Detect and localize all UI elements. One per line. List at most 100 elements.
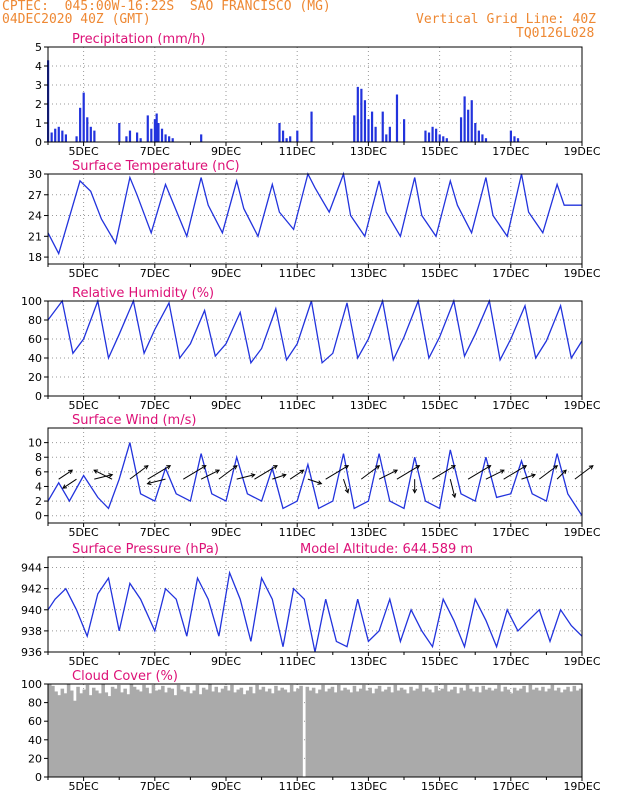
wind-arrow	[396, 465, 421, 480]
precip-bar	[395, 94, 399, 142]
cloud-bar	[560, 692, 564, 777]
cloud-bar	[311, 687, 316, 777]
cloud-bar	[170, 688, 175, 777]
cloud-bar	[63, 693, 68, 777]
cloud-bar	[446, 691, 451, 777]
cloud-bar	[437, 690, 442, 777]
precip-bar	[157, 123, 160, 142]
precip-bar	[445, 138, 448, 142]
cloud-bar	[51, 685, 55, 777]
cloud-bar	[569, 691, 573, 777]
humidity-xtick-label: 11DEC	[279, 399, 316, 412]
cloud-xtick-label: 17DEC	[492, 780, 529, 793]
temperature-xtick-label: 5DEC	[69, 267, 99, 280]
precip-bar	[427, 132, 431, 142]
wind-arrow	[200, 469, 221, 480]
wind-arrow	[62, 478, 77, 489]
cloud-bar	[544, 691, 548, 777]
precip-bar	[86, 117, 89, 142]
cloud-bar	[556, 687, 561, 777]
wind-xtick-label: 9DEC	[211, 526, 241, 539]
cloud-bar	[393, 684, 398, 777]
cloud-bar	[336, 684, 341, 777]
wind-arrow	[94, 473, 114, 480]
wind-arrow	[146, 478, 166, 486]
temperature-ytick-label: 24	[28, 210, 42, 223]
cloud-bar	[101, 684, 105, 777]
precip-bar	[484, 138, 488, 142]
cloud-bar	[69, 690, 74, 777]
pressure-line	[47, 570, 583, 653]
precip-bar	[424, 130, 427, 142]
cloud-bar	[343, 687, 347, 777]
precipitation-xtick-label: 15DEC	[421, 145, 458, 158]
cloud-bar	[365, 690, 369, 777]
wind-arrow	[236, 473, 256, 480]
cloud-bar	[487, 687, 492, 777]
precipitation-xtick-label: 5DEC	[69, 145, 99, 158]
wind-arrow	[93, 469, 113, 480]
wind-panel	[44, 427, 594, 527]
cloud-xtick-label: 7DEC	[140, 780, 170, 793]
precip-bar	[388, 126, 391, 142]
cloud-bar	[79, 693, 83, 777]
precip-bar	[477, 130, 480, 142]
cloud-bar	[575, 690, 580, 777]
cloud-bar	[123, 688, 127, 777]
humidity-xtick-label: 9DEC	[211, 399, 241, 412]
cloud-bar	[324, 691, 328, 777]
cloud-bar	[547, 688, 551, 777]
wind-arrow	[272, 473, 287, 480]
wind-arrow	[538, 465, 559, 480]
cloud-bar	[258, 689, 262, 777]
cloud-bar	[434, 685, 438, 777]
precip-bar	[513, 136, 516, 142]
cloud-bar	[472, 691, 476, 777]
cloud-bar	[274, 685, 278, 777]
cloud-bar	[120, 692, 124, 777]
cloud-bar	[346, 689, 350, 777]
cloud-xtick-label: 5DEC	[69, 780, 99, 793]
cloud-bar	[412, 690, 416, 777]
wind-ytick-label: 10	[28, 437, 42, 450]
cloud-bar	[475, 686, 479, 777]
cloud-bar	[176, 684, 181, 777]
cloud-bar	[541, 686, 545, 777]
wind-line	[47, 442, 583, 517]
cloud-bar	[252, 693, 256, 777]
cloud-bar	[223, 685, 228, 777]
precip-bar	[139, 138, 142, 142]
cloud-ytick-label: 60	[28, 715, 42, 728]
cloud-bar	[534, 687, 539, 777]
cloud-frame	[47, 683, 583, 778]
cloud-bar	[362, 684, 366, 777]
cloud-bar	[164, 692, 168, 777]
cloud-bar	[57, 695, 61, 777]
precip-bar	[363, 100, 367, 142]
cloud-bar	[104, 692, 109, 777]
wind-arrow	[254, 465, 278, 480]
cloud-bar	[195, 684, 200, 777]
cloud-bar	[126, 694, 131, 777]
cloud-bar	[249, 686, 253, 777]
cloud-ytick-label: 40	[28, 734, 42, 747]
cloud-bar	[528, 684, 533, 777]
precip-bar	[75, 136, 78, 142]
humidity-ytick-label: 0	[35, 390, 42, 403]
cloud-bar	[245, 690, 250, 777]
temperature-ytick-label: 27	[28, 189, 42, 202]
cloud-ytick-label: 80	[28, 697, 42, 710]
cloud-bar	[233, 692, 237, 777]
cloud-bar	[255, 684, 259, 777]
cloud-ytick-label: 100	[21, 678, 42, 691]
precip-bar	[374, 126, 377, 142]
wind-xtick-label: 19DEC	[563, 526, 600, 539]
cloud-bar	[465, 684, 470, 777]
cloud-bar	[205, 689, 209, 777]
cloud-bar	[390, 692, 394, 777]
precip-bar	[160, 128, 164, 142]
cloud-bar	[186, 686, 190, 777]
precip-bar	[474, 123, 477, 142]
cloud-bar	[157, 689, 162, 777]
cloud-bar	[321, 684, 325, 777]
